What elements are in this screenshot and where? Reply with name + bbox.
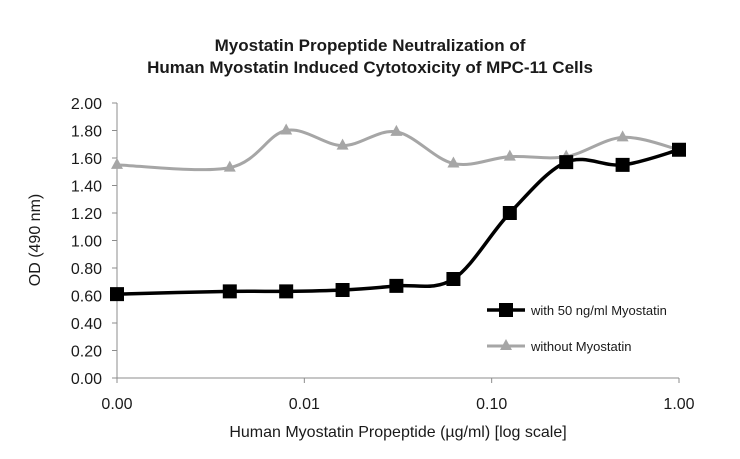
data-point-triangle bbox=[336, 138, 349, 150]
legend-square-marker bbox=[499, 303, 513, 317]
data-point-triangle bbox=[503, 149, 516, 161]
y-tick-label: 0.40 bbox=[71, 316, 102, 333]
y-tick-label: 1.00 bbox=[71, 234, 102, 251]
y-tick-label: 1.80 bbox=[71, 124, 102, 141]
legend: with 50 ng/ml Myostatin without Myostatin bbox=[487, 303, 667, 354]
x-tick-label: 0.10 bbox=[476, 396, 507, 413]
y-tick-label: 0.00 bbox=[71, 371, 102, 388]
x-axis-label: Human Myostatin Propeptide (µg/ml) [log … bbox=[229, 424, 566, 441]
y-axis-ticks: 0.00 0.20 0.40 0.60 0.80 1.00 1.20 1.40 1.60 1.80… bbox=[71, 96, 117, 388]
x-tick-label: 0.01 bbox=[289, 396, 320, 413]
series-without-myostatin bbox=[111, 123, 685, 172]
data-point-triangle bbox=[280, 123, 293, 135]
legend-item: without Myostatin bbox=[487, 339, 631, 354]
legend-triangle-marker bbox=[500, 339, 512, 350]
series-line bbox=[116, 148, 680, 296]
series-layer bbox=[110, 123, 686, 302]
data-point-square bbox=[110, 287, 124, 302]
legend-label: with 50 ng/ml Myostatin bbox=[530, 303, 667, 318]
data-point-square bbox=[559, 155, 574, 170]
data-point-square bbox=[279, 284, 294, 299]
chart-title-line-2: Human Myostatin Induced Cytotoxicity of … bbox=[147, 58, 593, 77]
data-point-square bbox=[672, 142, 686, 157]
series-line bbox=[116, 128, 680, 172]
data-point-square bbox=[335, 283, 350, 297]
series-with-myostatin bbox=[110, 142, 686, 302]
legend-item: with 50 ng/ml Myostatin bbox=[487, 303, 667, 318]
data-point-square bbox=[222, 284, 237, 299]
y-tick-label: 1.20 bbox=[71, 206, 102, 223]
data-point-triangle bbox=[390, 124, 403, 136]
y-tick-label: 2.00 bbox=[71, 96, 102, 113]
data-point-triangle bbox=[223, 160, 236, 172]
chart-title-line-1: Myostatin Propeptide Neutralization of bbox=[214, 36, 526, 55]
y-tick-label: 0.60 bbox=[71, 289, 102, 306]
y-axis-label: OD (490 nm) bbox=[27, 194, 44, 286]
x-axis-ticks: 0.00 0.01 0.10 1.00 bbox=[101, 378, 695, 413]
data-point-square bbox=[502, 206, 517, 220]
data-point-triangle bbox=[111, 157, 123, 169]
data-point-square bbox=[389, 278, 404, 293]
data-point-triangle bbox=[447, 156, 460, 168]
y-tick-label: 0.80 bbox=[71, 261, 102, 278]
data-point-square bbox=[446, 272, 461, 286]
y-tick-label: 1.40 bbox=[71, 179, 102, 196]
x-tick-label: 0.00 bbox=[101, 396, 132, 413]
y-tick-label: 0.20 bbox=[71, 344, 102, 361]
data-point-square bbox=[615, 157, 630, 172]
data-point-triangle bbox=[616, 130, 629, 142]
legend-label: without Myostatin bbox=[530, 339, 631, 354]
y-tick-label: 1.60 bbox=[71, 151, 102, 168]
x-tick-label: 1.00 bbox=[663, 396, 694, 413]
